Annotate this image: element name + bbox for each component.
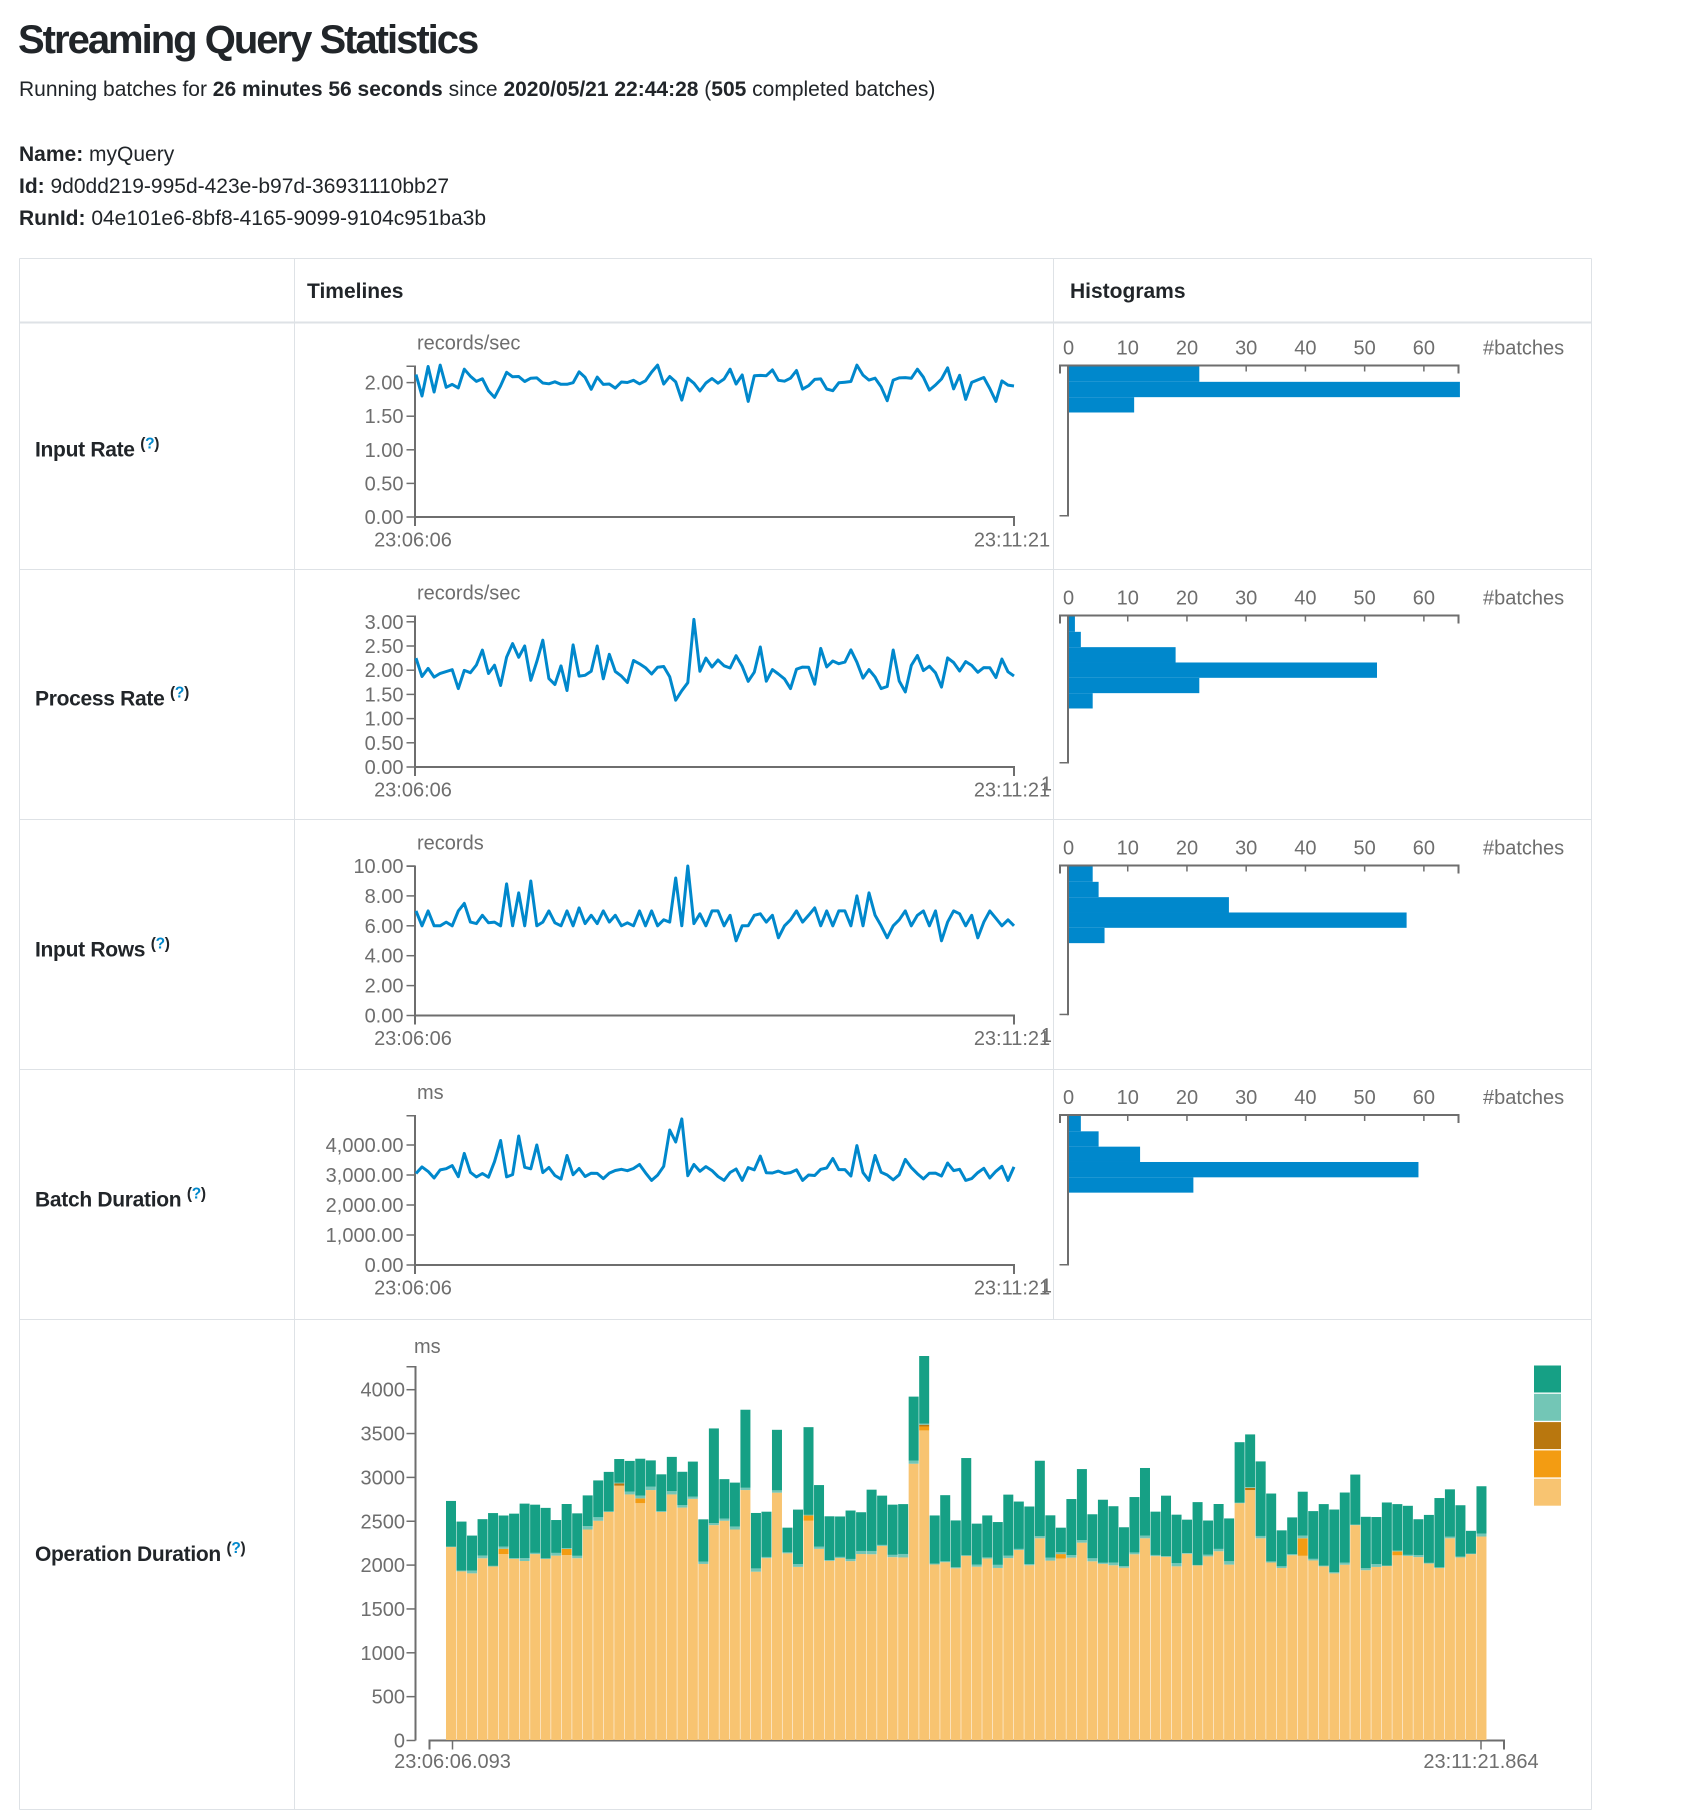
svg-text:60: 60 [1413, 338, 1435, 360]
svg-text:Running batches for 26 minutes: Running batches for 26 minutes 56 second… [19, 78, 935, 101]
svg-text:0: 0 [1063, 1087, 1074, 1109]
svg-text:0.00: 0.00 [365, 507, 404, 529]
svg-text:2.00: 2.00 [365, 976, 404, 998]
svg-text:23:06:06: 23:06:06 [374, 1278, 452, 1300]
svg-text:2500: 2500 [361, 1511, 406, 1533]
svg-text:23:06:06: 23:06:06 [374, 1028, 452, 1050]
svg-text:2.50: 2.50 [365, 636, 404, 658]
svg-text:1.00: 1.00 [365, 440, 404, 462]
svg-text:40: 40 [1294, 588, 1316, 610]
svg-text:30: 30 [1235, 588, 1257, 610]
svg-text:10: 10 [1117, 588, 1139, 610]
svg-text:Timelines: Timelines [307, 280, 404, 303]
svg-text:50: 50 [1354, 338, 1376, 360]
svg-text:0.00: 0.00 [365, 1255, 404, 1277]
svg-text:1500: 1500 [361, 1599, 406, 1621]
svg-text:3,000.00: 3,000.00 [326, 1165, 404, 1187]
svg-text:2.00: 2.00 [365, 660, 404, 682]
svg-text:23:06:06: 23:06:06 [374, 780, 452, 802]
svg-text:1,000.00: 1,000.00 [326, 1225, 404, 1247]
svg-text:30: 30 [1235, 1087, 1257, 1109]
svg-text:50: 50 [1354, 838, 1376, 860]
svg-text:RunId: 04e101e6-8bf8-4165-9099: RunId: 04e101e6-8bf8-4165-9099-9104c951b… [19, 207, 486, 230]
svg-text:Batch Duration (?): Batch Duration (?) [35, 1186, 206, 1212]
svg-text:0: 0 [1063, 588, 1074, 610]
svg-text:2.00: 2.00 [365, 373, 404, 395]
svg-text:ms: ms [414, 1336, 441, 1358]
svg-text:0: 0 [1063, 338, 1074, 360]
svg-text:1: 1 [1041, 1025, 1052, 1047]
svg-text:3500: 3500 [361, 1424, 406, 1446]
svg-text:Operation Duration (?): Operation Duration (?) [35, 1540, 246, 1566]
svg-text:0: 0 [394, 1731, 405, 1753]
svg-text:50: 50 [1354, 1087, 1376, 1109]
svg-text:40: 40 [1294, 1087, 1316, 1109]
svg-text:23:11:21: 23:11:21 [974, 1028, 1050, 1050]
svg-text:60: 60 [1413, 588, 1435, 610]
svg-text:1000: 1000 [361, 1643, 406, 1665]
svg-text:23:11:21: 23:11:21 [974, 1278, 1050, 1300]
svg-text:#batches: #batches [1483, 1087, 1564, 1109]
svg-text:20: 20 [1176, 588, 1198, 610]
svg-text:500: 500 [372, 1687, 405, 1709]
svg-text:records/sec: records/sec [417, 333, 520, 355]
svg-text:1: 1 [1041, 1276, 1052, 1298]
svg-text:1.50: 1.50 [365, 406, 404, 428]
svg-text:3.00: 3.00 [365, 612, 404, 634]
svg-text:Name: myQuery: Name: myQuery [19, 143, 175, 166]
svg-text:#batches: #batches [1483, 838, 1564, 860]
svg-text:40: 40 [1294, 838, 1316, 860]
svg-text:3000: 3000 [361, 1467, 406, 1489]
svg-text:50: 50 [1354, 588, 1376, 610]
svg-text:4,000.00: 4,000.00 [326, 1135, 404, 1157]
svg-text:23:06:06.093: 23:06:06.093 [394, 1751, 511, 1773]
svg-text:30: 30 [1235, 838, 1257, 860]
svg-text:2000: 2000 [361, 1555, 406, 1577]
svg-text:Id: 9d0dd219-995d-423e-b97d-36: Id: 9d0dd219-995d-423e-b97d-36931110bb27 [19, 175, 449, 198]
svg-text:10: 10 [1117, 338, 1139, 360]
svg-text:Input Rows (?): Input Rows (?) [35, 936, 170, 962]
svg-text:10.00: 10.00 [353, 856, 403, 878]
svg-text:8.00: 8.00 [365, 886, 404, 908]
svg-text:20: 20 [1176, 1087, 1198, 1109]
svg-text:Histograms: Histograms [1070, 280, 1186, 303]
svg-text:1.00: 1.00 [365, 709, 404, 731]
svg-text:Input Rate (?): Input Rate (?) [35, 436, 159, 462]
svg-text:60: 60 [1413, 838, 1435, 860]
svg-text:0.00: 0.00 [365, 757, 404, 779]
svg-text:0: 0 [1063, 838, 1074, 860]
svg-text:0.50: 0.50 [365, 473, 404, 495]
svg-text:20: 20 [1176, 338, 1198, 360]
svg-text:10: 10 [1117, 838, 1139, 860]
svg-text:records/sec: records/sec [417, 583, 520, 605]
svg-text:0.50: 0.50 [365, 733, 404, 755]
svg-text:10: 10 [1117, 1087, 1139, 1109]
svg-text:1.50: 1.50 [365, 684, 404, 706]
svg-text:60: 60 [1413, 1087, 1435, 1109]
svg-text:#batches: #batches [1483, 588, 1564, 610]
svg-text:30: 30 [1235, 338, 1257, 360]
svg-text:4000: 4000 [361, 1380, 406, 1402]
svg-text:40: 40 [1294, 338, 1316, 360]
svg-text:23:11:21: 23:11:21 [974, 780, 1050, 802]
svg-text:4.00: 4.00 [365, 946, 404, 968]
svg-text:2,000.00: 2,000.00 [326, 1195, 404, 1217]
svg-text:23:11:21.864: 23:11:21.864 [1423, 1751, 1538, 1773]
svg-text:1: 1 [1041, 774, 1052, 796]
svg-text:0.00: 0.00 [365, 1006, 404, 1028]
svg-text:20: 20 [1176, 838, 1198, 860]
svg-text:23:06:06: 23:06:06 [374, 530, 452, 552]
svg-text:records: records [417, 833, 484, 855]
svg-text:#batches: #batches [1483, 338, 1564, 360]
svg-text:ms: ms [417, 1082, 444, 1104]
svg-text:6.00: 6.00 [365, 916, 404, 938]
svg-text:23:11:21: 23:11:21 [974, 530, 1050, 552]
svg-text:Process Rate (?): Process Rate (?) [35, 685, 189, 711]
svg-text:Streaming Query Statistics: Streaming Query Statistics [18, 18, 478, 62]
